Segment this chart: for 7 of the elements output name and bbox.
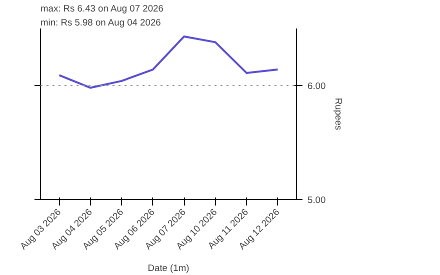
y-tick-label: 6.00 [308, 81, 326, 91]
text: max: Rs 6.43 on Aug 07 2026 [40, 4, 164, 14]
y-tick-label: 5.00 [308, 195, 326, 205]
text: min: Rs 5.98 on Aug 04 2026 [40, 18, 161, 28]
y-axis-title: Rupees [334, 98, 344, 130]
x-axis-title: Date (1m) [148, 262, 190, 273]
line-series [58, 35, 279, 89]
